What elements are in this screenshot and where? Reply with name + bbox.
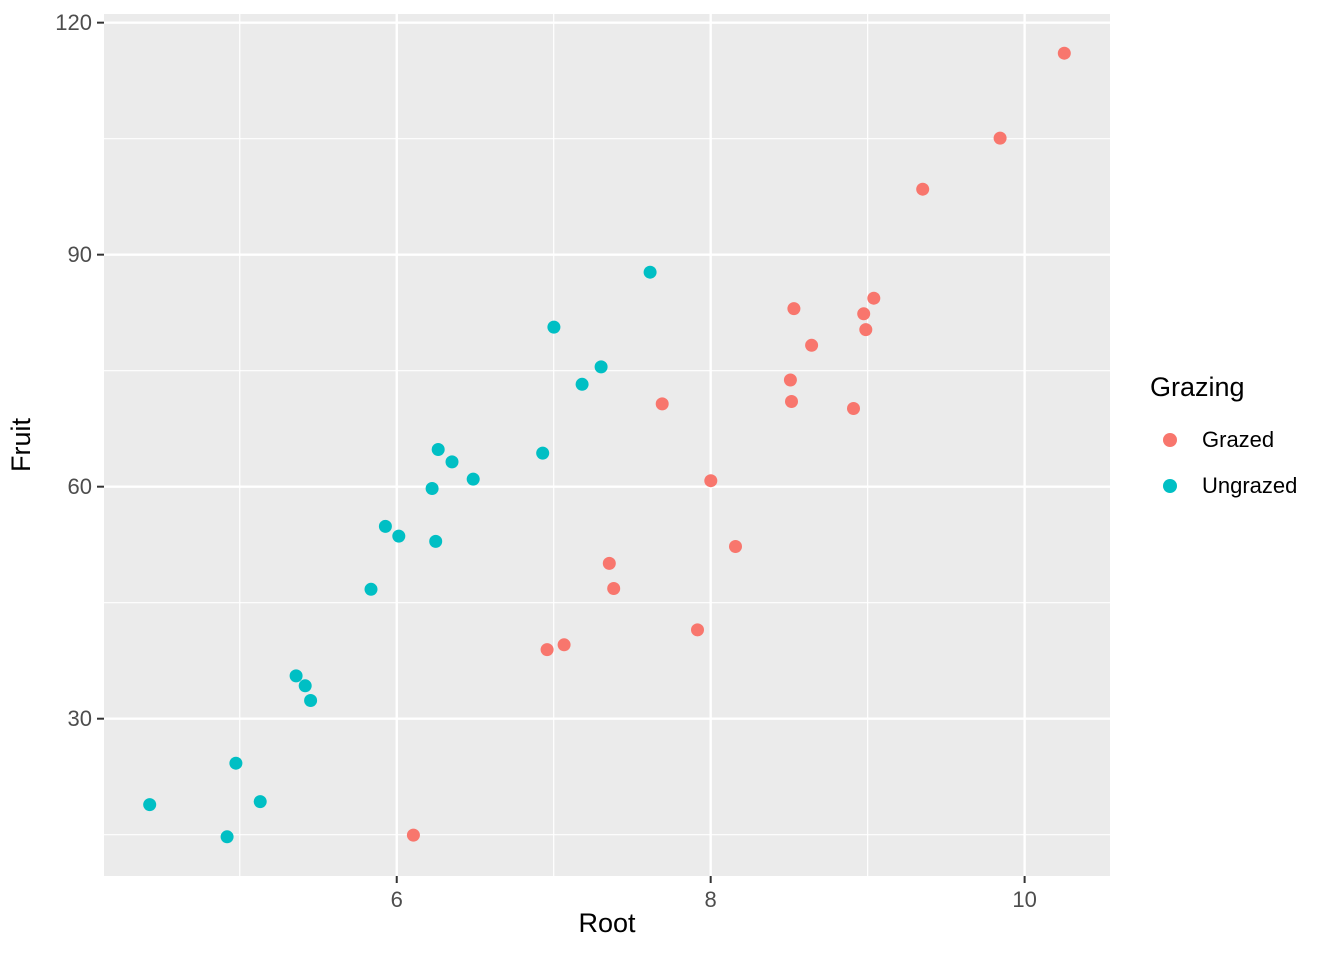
y-tick-label: 30: [67, 705, 92, 731]
y-tick-label: 120: [55, 9, 92, 35]
data-point-ungrazed: [431, 443, 445, 456]
data-point-ungrazed: [364, 582, 378, 596]
data-point-grazed: [607, 582, 621, 595]
data-point-grazed: [691, 623, 704, 637]
data-point-grazed: [805, 338, 819, 352]
data-point-grazed: [1057, 46, 1071, 60]
data-point-ungrazed: [429, 534, 443, 548]
data-point-grazed: [704, 474, 718, 488]
data-point-ungrazed: [445, 455, 459, 469]
data-point-ungrazed: [536, 446, 550, 460]
data-point-ungrazed: [392, 529, 406, 543]
data-point-ungrazed: [253, 795, 267, 809]
data-point-grazed: [602, 556, 616, 570]
data-point-grazed: [867, 291, 881, 305]
data-point-grazed: [557, 638, 571, 652]
data-point-grazed: [993, 131, 1007, 145]
data-point-ungrazed: [229, 756, 243, 770]
data-point-grazed: [785, 395, 798, 408]
data-point-ungrazed: [143, 798, 157, 812]
legend: Grazing Grazed Ungrazed: [1150, 372, 1297, 509]
data-point-ungrazed: [220, 830, 234, 844]
data-point-ungrazed: [547, 320, 561, 334]
legend-key-grazed: [1150, 433, 1190, 447]
legend-entry-ungrazed: Ungrazed: [1150, 463, 1297, 509]
data-point-grazed: [729, 540, 742, 553]
data-point-grazed: [787, 302, 801, 316]
data-point-ungrazed: [425, 482, 439, 495]
legend-label-grazed: Grazed: [1202, 427, 1275, 452]
data-point-ungrazed: [298, 679, 312, 693]
data-point-grazed: [655, 397, 669, 411]
data-point-ungrazed: [643, 265, 657, 279]
x-tick-label: 10: [1012, 887, 1037, 912]
x-axis-title: Root: [578, 908, 636, 938]
data-point-grazed: [857, 307, 871, 321]
legend-title: Grazing: [1150, 372, 1245, 402]
data-point-ungrazed: [304, 694, 318, 707]
data-point-ungrazed: [575, 377, 589, 391]
data-point-ungrazed: [289, 669, 303, 683]
legend-key-ungrazed: [1150, 479, 1190, 493]
y-axis-title-area: Fruit: [4, 14, 38, 876]
ungrazed-point-icon: [1163, 479, 1177, 493]
data-point-ungrazed: [378, 519, 392, 533]
data-point-grazed: [783, 373, 797, 387]
grazed-point-icon: [1163, 433, 1177, 447]
x-tick-label: 8: [704, 887, 717, 912]
x-tick-label: 6: [390, 887, 403, 912]
y-tick-label: 90: [67, 241, 92, 267]
data-point-grazed: [859, 323, 873, 337]
data-point-grazed: [406, 828, 420, 842]
data-point-ungrazed: [594, 360, 608, 374]
y-axis-title: Fruit: [5, 418, 36, 472]
data-point-grazed: [847, 402, 860, 415]
data-point-ungrazed: [466, 472, 480, 486]
data-point-grazed: [540, 643, 554, 657]
legend-label-ungrazed: Ungrazed: [1202, 473, 1298, 498]
data-point-grazed: [916, 182, 930, 196]
y-tick-label: 60: [67, 473, 92, 499]
plot-panel-background: [104, 14, 1110, 876]
legend-entry-grazed: Grazed: [1150, 417, 1297, 463]
